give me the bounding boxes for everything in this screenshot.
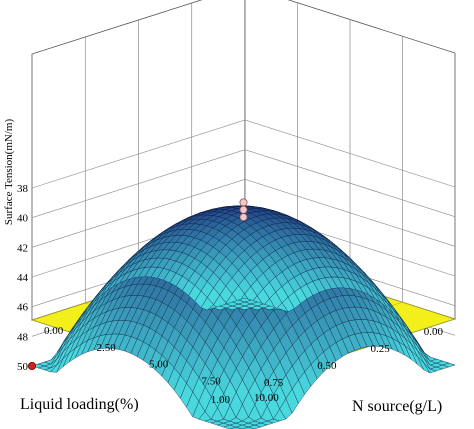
design-point — [239, 213, 248, 222]
response-surface — [31, 205, 456, 429]
x-axis-label: N source(g/L) — [352, 398, 442, 415]
design-points — [27, 198, 248, 370]
y-tick-label: 0.00 — [424, 326, 444, 338]
z-tick-label: 44 — [17, 272, 29, 284]
design-point — [239, 205, 248, 214]
z-axis-label: Surface Tension(mN/m) — [3, 119, 15, 226]
y-tick-label: 0.50 — [317, 360, 337, 372]
x-tick-label: 0.00 — [44, 325, 64, 337]
wall-z-gridline — [31, 119, 456, 189]
surface-cell — [238, 297, 252, 303]
z-tick-label: 42 — [17, 242, 28, 254]
wall-z-gridline — [31, 149, 456, 218]
y-tick-label: 0.25 — [371, 343, 391, 355]
x-tick-label: 10.00 — [254, 392, 279, 404]
z-tick-label: 38 — [17, 183, 29, 195]
x-tick-label: 2.50 — [97, 342, 117, 354]
design-point — [239, 198, 248, 207]
z-tick-label: 50 — [17, 361, 29, 373]
x-tick-label: 5.00 — [149, 359, 169, 371]
design-point — [27, 361, 36, 370]
z-tick-label: 46 — [17, 302, 29, 314]
y-tick-label: 1.00 — [211, 394, 231, 406]
wall-z-gridline — [31, 179, 456, 248]
y-axis-label: Liquid loading(%) — [20, 396, 139, 413]
z-tick-label: 48 — [17, 331, 29, 343]
y-tick-label: 0.75 — [264, 377, 284, 389]
z-tick-label: 40 — [17, 213, 29, 225]
tick-labels: 38 40 42 44 46 48 50 0.00 0.25 0.50 0.75 1.00 0.00 2.… — [17, 183, 444, 406]
x-tick-label: 7.50 — [202, 375, 222, 387]
